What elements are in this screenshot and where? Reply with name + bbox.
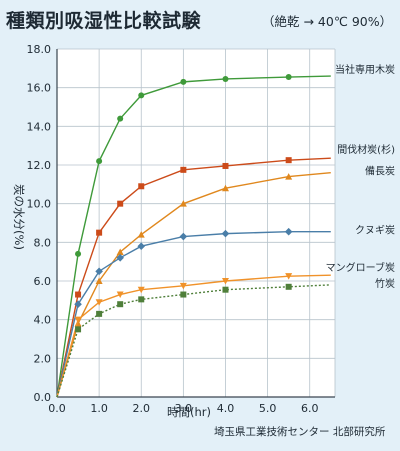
x-tick-label: 4.0 <box>217 402 235 415</box>
series-label: クヌギ炭 <box>355 225 395 237</box>
x-tick-label: 0.0 <box>48 402 66 415</box>
y-tick-label: 0.0 <box>34 391 52 404</box>
data-point <box>137 242 146 250</box>
chart-subtitle: （絶乾 → 40℃ 90%） <box>262 14 393 29</box>
data-point <box>221 278 229 285</box>
data-point <box>180 291 187 298</box>
data-point <box>179 200 187 207</box>
axes <box>56 49 335 398</box>
x-tick-label: 2.0 <box>132 402 150 415</box>
data-point <box>117 301 124 308</box>
data-point <box>137 286 145 294</box>
data-point <box>74 316 82 324</box>
data-point <box>96 310 103 317</box>
data-point <box>75 250 82 257</box>
x-tick-label: 6.0 <box>301 402 319 415</box>
data-point <box>138 296 145 303</box>
data-point <box>137 231 145 238</box>
y-tick-label: 18.0 <box>27 43 52 56</box>
data-point <box>221 184 229 192</box>
data-point <box>74 300 82 308</box>
data-point <box>285 283 292 290</box>
data-point <box>285 173 293 180</box>
series-label: マングローブ炭 <box>326 261 395 274</box>
y-tick-label: 2.0 <box>34 352 52 365</box>
grid-lines <box>57 48 336 397</box>
data-point <box>75 326 82 333</box>
y-tick-labels: 0.0 2.0 4.0 6.0 8.0 10.0 12.0 14.0 16.0 18.0 <box>27 43 52 404</box>
data-point <box>138 92 145 99</box>
y-tick-label: 8.0 <box>34 236 52 249</box>
data-point <box>285 74 292 81</box>
data-point <box>95 299 103 306</box>
data-point <box>180 166 187 173</box>
y-tick-label: 10.0 <box>27 198 52 211</box>
x-tick-label: 5.0 <box>259 402 277 415</box>
data-point <box>96 229 103 236</box>
plot-background <box>57 49 335 397</box>
y-tick-label: 12.0 <box>27 159 52 172</box>
series-label: 備長炭 <box>365 165 395 178</box>
data-point <box>117 115 124 122</box>
data-point <box>221 229 230 238</box>
data-point <box>138 183 145 190</box>
source-credit: 埼玉県工業技術センター 北部研究所 <box>214 426 386 438</box>
y-axis-label: 炭の水分(%) <box>12 184 26 250</box>
x-tick-label: 1.0 <box>90 402 108 415</box>
data-point <box>95 277 103 284</box>
y-tick-label: 6.0 <box>34 275 52 288</box>
data-point <box>116 248 124 255</box>
y-tick-label: 14.0 <box>27 120 52 133</box>
data-point <box>180 78 187 85</box>
data-point <box>116 254 124 262</box>
data-point <box>222 75 229 82</box>
data-point <box>284 227 293 236</box>
data-point <box>96 158 103 165</box>
x-tick-label: 3.0 <box>175 402 193 415</box>
data-point <box>222 162 229 169</box>
series-label: 間伐材炭(杉) <box>337 143 395 156</box>
data-point <box>179 282 187 290</box>
data-point <box>222 286 229 293</box>
series-label: 竹炭 <box>375 277 395 290</box>
y-tick-label: 4.0 <box>34 314 52 327</box>
chart-title: 種類別吸湿性比較試験 <box>6 10 202 32</box>
data-point <box>285 157 292 164</box>
data-point <box>116 291 124 299</box>
data-point <box>75 291 82 298</box>
x-axis-label: 時間(hr) <box>167 405 211 419</box>
x-tick-labels: 0.0 1.0 2.0 3.0 4.0 5.0 6.0 <box>48 402 318 415</box>
series-lines <box>56 74 331 398</box>
data-point <box>179 232 188 241</box>
data-point <box>117 200 124 207</box>
data-point <box>95 267 103 276</box>
data-point <box>285 273 293 280</box>
series-label: 当社専用木炭 <box>335 63 395 76</box>
y-tick-label: 16.0 <box>27 82 52 95</box>
